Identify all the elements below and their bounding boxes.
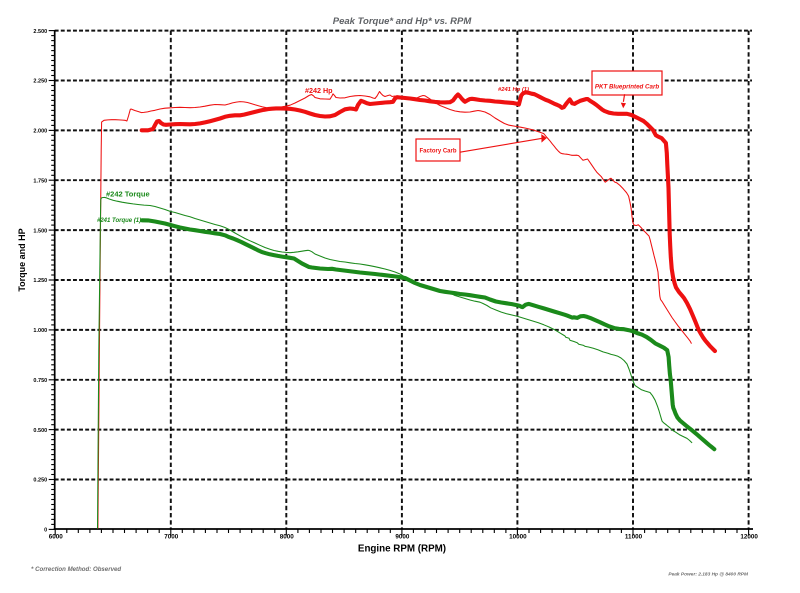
svg-text:Engine RPM (RPM): Engine RPM (RPM) [358,544,446,555]
svg-text:#241 Torque (1): #241 Torque (1) [97,218,141,224]
svg-text:#241 Hp (1): #241 Hp (1) [498,87,529,93]
svg-text:Factory Carb: Factory Carb [419,149,456,155]
svg-text:11000: 11000 [625,534,643,541]
svg-text:#242 Hp: #242 Hp [305,86,333,95]
svg-text:0.750: 0.750 [33,378,47,384]
svg-text:2.000: 2.000 [33,129,47,135]
svg-text:Peak Power: 2.183 Hp @ 8400 RP: Peak Power: 2.183 Hp @ 8400 RPM [668,572,749,578]
svg-text:1.750: 1.750 [33,178,47,184]
svg-text:#242 Torque: #242 Torque [106,190,150,199]
svg-text:0: 0 [44,528,47,534]
svg-text:2.250: 2.250 [33,79,47,85]
svg-text:PKT Blueprinted Carb: PKT Blueprinted Carb [595,84,660,91]
svg-text:0.250: 0.250 [33,478,47,484]
svg-text:8000: 8000 [280,534,295,541]
svg-text:6000: 6000 [49,534,64,541]
svg-text:1.250: 1.250 [33,278,47,284]
svg-text:Peak Torque* and Hp* vs. RPM: Peak Torque* and Hp* vs. RPM [333,16,473,27]
svg-text:12000: 12000 [740,534,758,541]
svg-text:Torque and HP: Torque and HP [17,228,27,291]
svg-text:10000: 10000 [509,534,527,541]
svg-text:1.500: 1.500 [33,228,47,234]
svg-text:1.000: 1.000 [33,328,47,334]
svg-text:0.500: 0.500 [33,428,47,434]
svg-text:2.500: 2.500 [33,29,47,35]
svg-text:9000: 9000 [395,534,410,541]
svg-text:7000: 7000 [164,534,179,541]
svg-text:* Correction Method: Observed: * Correction Method: Observed [31,566,121,573]
